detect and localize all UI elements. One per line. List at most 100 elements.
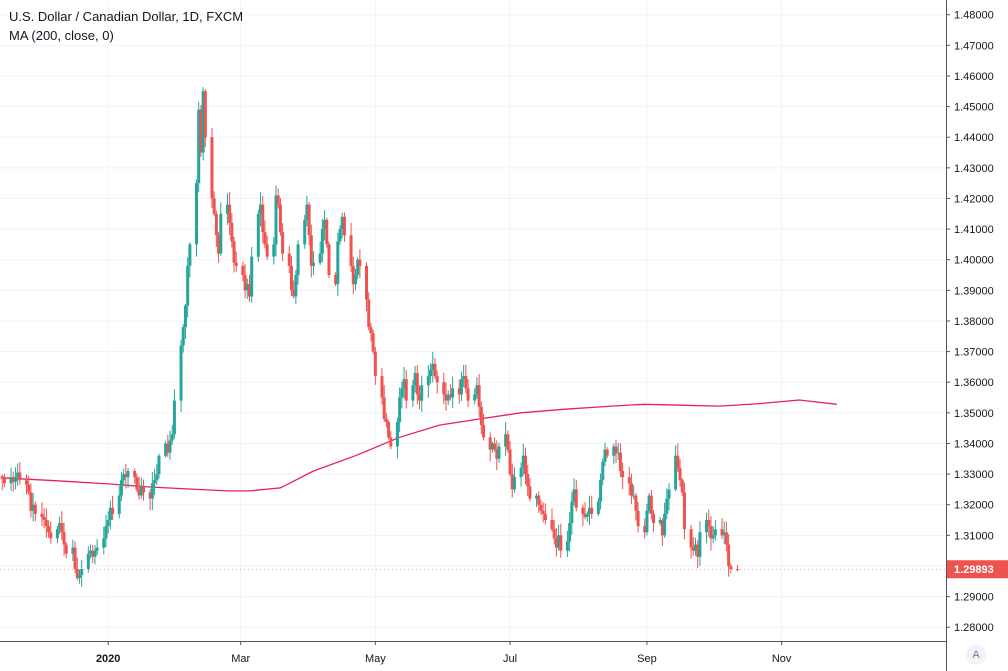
candle	[596, 497, 600, 517]
candle	[353, 268, 357, 291]
candle	[80, 560, 84, 587]
candle	[27, 475, 31, 495]
candle	[583, 501, 587, 520]
y-tick-label: 1.40000	[954, 255, 994, 267]
candle	[263, 220, 267, 249]
candle	[139, 477, 143, 499]
candle	[89, 544, 93, 559]
candle	[369, 322, 373, 342]
candle	[16, 463, 20, 486]
candle	[203, 88, 207, 148]
candle	[543, 503, 547, 525]
y-tick-label: 1.44000	[954, 132, 994, 144]
candle	[720, 518, 724, 539]
candle	[365, 262, 369, 312]
candle	[217, 231, 221, 263]
candle	[18, 461, 22, 485]
candle	[228, 192, 232, 236]
candle	[232, 236, 236, 273]
candle	[508, 441, 512, 477]
candle	[250, 247, 254, 303]
candle	[338, 225, 342, 245]
candle	[358, 249, 362, 279]
candle	[294, 269, 298, 305]
candle	[274, 185, 278, 257]
candle	[153, 468, 157, 495]
x-tick-label: 2020	[96, 653, 120, 665]
candle	[102, 526, 106, 555]
candle	[265, 235, 269, 260]
candle	[404, 370, 408, 409]
candle	[433, 358, 437, 379]
candle	[309, 224, 313, 278]
candle	[148, 489, 152, 511]
candle	[320, 219, 324, 262]
candle	[435, 370, 439, 394]
candle	[588, 495, 592, 526]
candle	[86, 546, 90, 573]
candle	[119, 472, 123, 502]
candle	[678, 459, 682, 487]
candle	[727, 534, 731, 577]
candle	[212, 191, 216, 216]
candle	[488, 432, 492, 462]
candle	[689, 524, 693, 559]
candle	[150, 471, 154, 510]
candle	[181, 323, 185, 353]
y-tick-label: 1.45000	[954, 102, 994, 114]
candle	[643, 518, 647, 539]
candle	[327, 241, 331, 279]
candle	[122, 468, 126, 487]
candle	[133, 468, 137, 484]
candle	[696, 539, 700, 569]
x-tick-label: Sep	[637, 653, 657, 665]
candle	[446, 390, 450, 405]
candle	[259, 192, 263, 227]
candle	[504, 422, 508, 456]
y-tick-label: 1.36000	[954, 377, 994, 389]
candle	[552, 519, 556, 545]
candle	[367, 292, 371, 331]
candle	[572, 478, 576, 506]
candle	[647, 492, 651, 514]
candle	[462, 364, 466, 388]
x-tick-label: May	[365, 653, 386, 665]
candle	[95, 539, 99, 555]
candle	[557, 524, 561, 551]
candle	[281, 223, 285, 262]
candle	[126, 467, 130, 488]
candle	[387, 420, 391, 440]
candle	[9, 467, 13, 491]
candle	[91, 544, 95, 564]
candle	[477, 373, 481, 418]
candle	[680, 478, 684, 497]
candle	[276, 188, 280, 209]
auto-scale-button[interactable]: A	[966, 645, 986, 665]
candle	[541, 502, 545, 523]
candle	[124, 463, 128, 489]
candle	[495, 440, 499, 471]
y-tick-label: 1.41000	[954, 224, 994, 236]
candle	[108, 500, 112, 530]
candle	[616, 443, 620, 460]
candle	[225, 193, 229, 225]
candle	[398, 387, 402, 433]
candle	[117, 486, 121, 519]
candle	[426, 365, 430, 398]
candle	[667, 483, 671, 511]
grid-lines	[0, 0, 946, 641]
candle	[444, 382, 448, 411]
candle	[599, 473, 603, 510]
candle	[464, 364, 468, 394]
candle	[663, 502, 667, 538]
candle	[272, 237, 276, 265]
candle	[33, 501, 37, 522]
candle	[526, 464, 530, 497]
candle	[296, 240, 300, 285]
candle	[334, 272, 338, 287]
candle	[201, 87, 205, 161]
candle	[47, 520, 51, 538]
candle	[590, 495, 594, 519]
